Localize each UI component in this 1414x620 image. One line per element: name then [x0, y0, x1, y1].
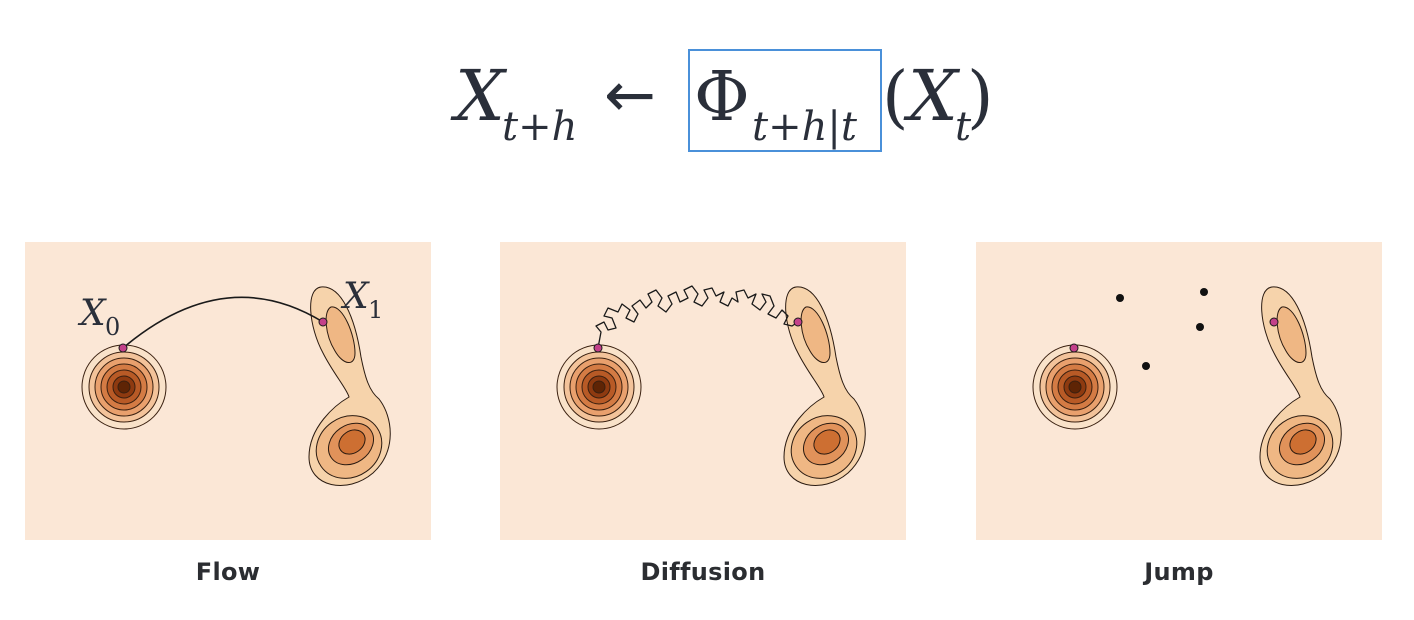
- start-point: [118, 343, 128, 353]
- start-point: [593, 343, 603, 353]
- start-point: [1069, 343, 1079, 353]
- update-equation: X t+h ← Φ t+h|t ( X t ): [450, 49, 994, 152]
- lhs-variable: X: [450, 55, 508, 137]
- jump-sample-point: [1200, 288, 1208, 296]
- jump-sample-point: [1142, 362, 1150, 370]
- rhs-subscript: t: [955, 104, 972, 150]
- end-point: [1269, 317, 1279, 327]
- jump-panel: [976, 242, 1382, 540]
- rhs-variable: X: [903, 55, 961, 137]
- open-paren: (: [882, 58, 909, 137]
- diffusion-trajectory: [595, 285, 799, 349]
- operator-subscript: t+h|t: [752, 104, 858, 150]
- end-label: X: [340, 276, 370, 317]
- lhs-subscript: t+h: [502, 104, 577, 150]
- jump-caption: Jump: [1144, 558, 1214, 586]
- end-point: [318, 317, 328, 327]
- flow-panel: X 0 X 1: [25, 242, 431, 540]
- start-label: X: [77, 293, 107, 334]
- start-label-subscript: 0: [105, 313, 120, 341]
- jump-sample-point: [1196, 323, 1204, 331]
- jump-sample-point: [1116, 294, 1124, 302]
- diffusion-caption: Diffusion: [640, 558, 766, 586]
- flow-trajectory: [122, 296, 324, 349]
- diffusion-panel: [500, 242, 906, 540]
- flow-map-operator: Φ: [694, 58, 750, 137]
- end-point: [793, 317, 803, 327]
- end-label-subscript: 1: [368, 296, 383, 324]
- close-paren: ): [967, 58, 994, 137]
- arrow-symbol: ←: [604, 58, 656, 131]
- flow-caption: Flow: [195, 558, 261, 586]
- operator-highlight-box: [688, 49, 882, 152]
